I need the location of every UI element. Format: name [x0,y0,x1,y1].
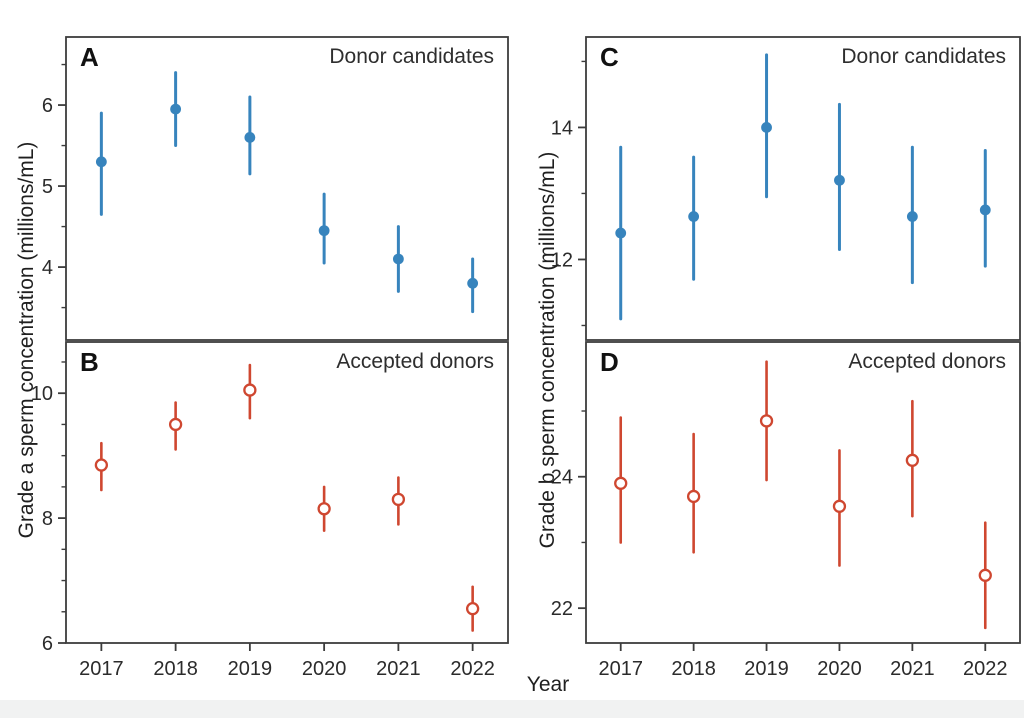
data-point-open [94,458,109,472]
y-tick-label: 8 [42,508,53,530]
panel-b-group-label: Accepted donors [336,350,494,373]
data-point-filled [467,277,479,289]
x-tick-label: 2022 [450,658,495,680]
data-point-open [832,499,847,513]
panel-frame [585,36,1021,341]
data-point-filled [244,132,256,143]
data-point-open [243,383,257,397]
panel-d-group-label: Accepted donors [848,350,1006,373]
y-axis-label-grade-b: Grade b sperm concentration (millions/mL… [536,151,559,549]
x-tick-label: 2021 [376,658,421,680]
panel-d-chart: 22 24 2017 2018 2019 2020 2021 2022 [551,341,1021,680]
x-tick-label: 2020 [302,658,347,680]
panel-d-letter: D [600,347,619,377]
y-axis-label-grade-a: Grade a sperm concentration (millions/mL… [15,141,38,539]
x-tick-label: 2018 [153,658,198,680]
y-tick-label: 12 [551,249,573,271]
x-tick-label: 2019 [228,658,273,680]
y-tick-label: 14 [551,117,573,139]
page-bottom-strip [0,700,1024,718]
x-tick-label: 2017 [598,658,643,680]
data-point-filled [906,211,918,222]
data-point-open [391,492,406,507]
data-point-open [759,414,774,428]
panel-c-group-label: Donor candidates [841,45,1006,68]
data-point-filled [688,211,700,222]
x-axis-label-year: Year [526,673,570,696]
y-tick-label: 4 [42,257,53,279]
data-point-open [614,476,628,490]
panel-c-chart: 12 14 [551,36,1021,341]
data-point-open [168,417,183,432]
data-point-filled [95,156,107,168]
data-point-open [905,453,920,467]
panel-b-chart: 6 8 10 2017 2018 2019 2020 2021 2022 [31,341,509,680]
x-tick-label: 2021 [890,658,935,680]
x-tick-label: 2017 [79,658,124,680]
x-tick-label: 2020 [817,658,862,680]
y-tick-label: 6 [42,633,53,655]
panel-a-group-label: Donor candidates [329,45,494,68]
panel-a-chart: 4 5 6 [42,36,509,341]
y-tick-label: 24 [551,467,573,489]
panel-frame [65,36,509,341]
panel-frame [585,341,1021,644]
x-tick-label: 2019 [744,658,789,680]
panel-b-letter: B [80,347,99,377]
data-point-open [317,502,331,516]
x-tick-label: 2018 [671,658,716,680]
y-tick-label: 10 [31,383,53,405]
data-point-filled [318,225,330,237]
data-point-open [978,568,992,582]
data-point-filled [615,227,627,239]
data-point-filled [392,253,404,265]
y-tick-label: 5 [42,176,53,198]
data-point-filled [979,204,991,216]
panel-a-letter: A [80,42,99,72]
y-tick-label: 22 [551,598,573,620]
panel-c-letter: C [600,42,619,72]
data-point-open [465,602,480,616]
data-point-open [686,489,701,504]
y-tick-label: 6 [42,95,53,117]
x-tick-label: 2022 [963,658,1008,680]
panel-frame [65,341,509,644]
data-point-filled [170,103,182,115]
data-point-filled [761,122,772,133]
data-point-filled [834,174,845,186]
